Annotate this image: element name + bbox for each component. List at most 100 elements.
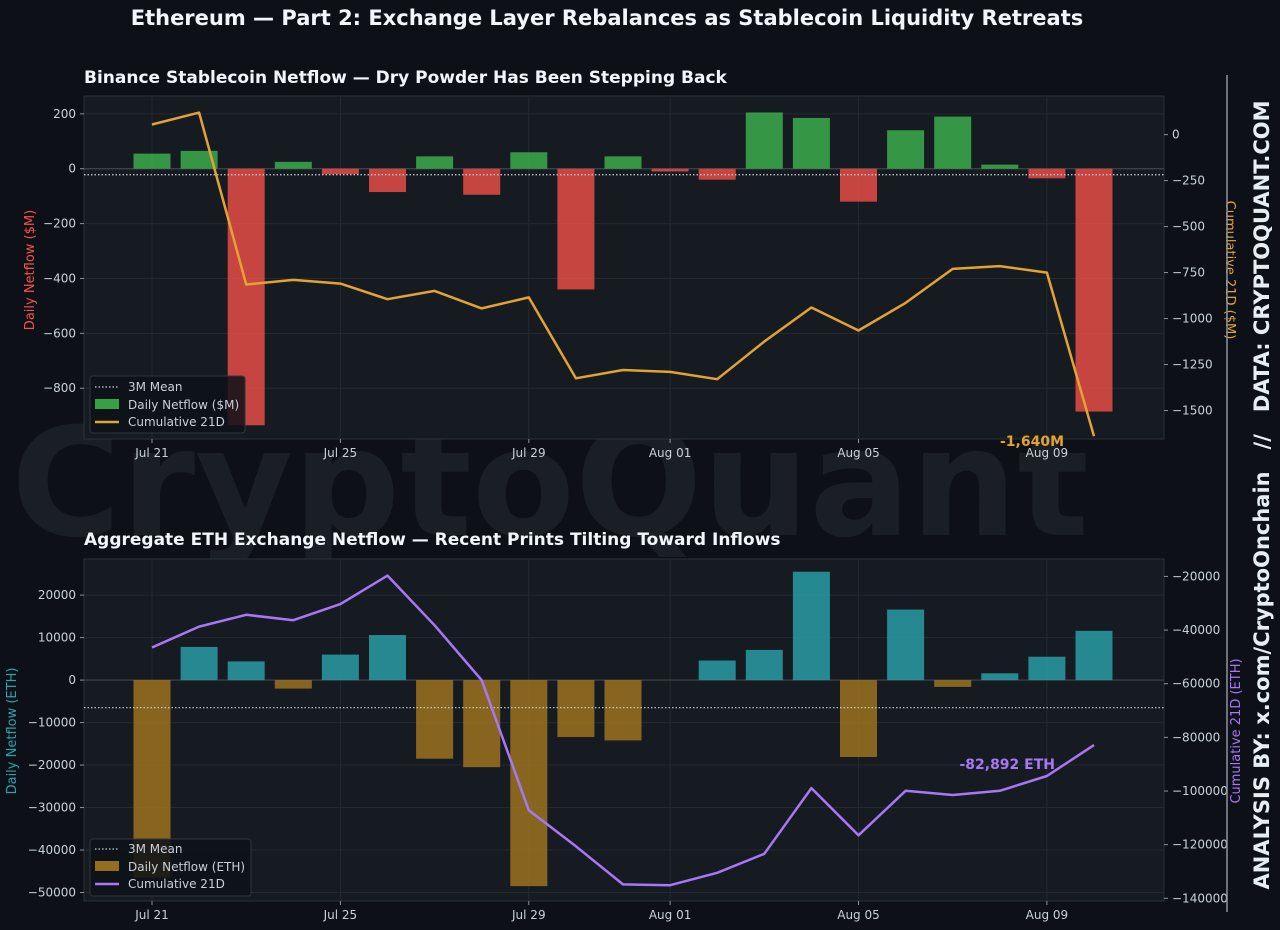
bar-aug-04: [792, 117, 830, 169]
cumulative-line-group: [151, 111, 1096, 437]
bar-aug-03: [745, 112, 783, 169]
bar-aug-08: [981, 164, 1019, 169]
y2-axis-label: Cumulative 21D (ETH): [1229, 658, 1244, 803]
legend-mean-label: 3M Mean: [128, 842, 183, 856]
y2-tick-label: −120000: [1172, 838, 1228, 852]
chart-title: Aggregate ETH Exchange Netflow — Recent …: [84, 530, 781, 550]
x-tick-label: Jul 21: [134, 908, 169, 922]
bar-jul-26: [369, 635, 406, 681]
legend-bar-label: Daily Netflow ($M): [128, 398, 239, 412]
legend: 3M Mean Daily Netflow (ETH) Cumulative 2…: [89, 838, 252, 897]
y2-tick-label: −80000: [1172, 730, 1220, 744]
bar-aug-05: [840, 168, 877, 202]
x-tick-label: Aug 01: [649, 908, 692, 922]
side-credit: ANALYSIS BY: x.com/CryptoOnchain // DATA…: [1250, 100, 1274, 889]
y-tick-label: −800: [43, 381, 76, 395]
bar-aug-02: [698, 660, 736, 681]
cumulative-line: [151, 111, 1096, 437]
x-tick-label: Jul 25: [323, 446, 358, 460]
chart-title: Binance Stablecoin Netflow — Dry Powder …: [84, 68, 728, 88]
bar-jul-29: [510, 152, 548, 169]
bar-aug-03: [745, 649, 783, 681]
legend-mean-label: 3M Mean: [128, 380, 183, 394]
bar-aug-10: [1075, 630, 1113, 681]
legend-box: [89, 838, 252, 897]
y-tick-label: −10000: [28, 716, 76, 730]
y-tick-label: −40000: [28, 843, 76, 857]
bar-jul-27: [416, 156, 454, 169]
bar-jul-25: [321, 168, 359, 175]
x-tick-label: Aug 05: [837, 446, 880, 460]
y2-tick-label: −1000: [1172, 312, 1213, 326]
bar-jul-31: [604, 156, 642, 169]
y-tick-label: 200: [53, 107, 76, 121]
annotation-final-value: -82,892 ETH: [959, 757, 1055, 773]
bar-jul-25: [321, 654, 359, 681]
y-axis-right: 0 −250 −500 −750 −1000 −1250 −1500: [1164, 128, 1213, 417]
y-tick-label: 0: [68, 673, 76, 687]
bar-aug-06: [887, 609, 925, 681]
bar-aug-01: [651, 168, 689, 172]
y-axis-left: 20000 10000 0 −10000 −20000 −30000 −40000 −5000…: [28, 588, 84, 900]
x-tick-label: Jul 21: [134, 446, 169, 460]
y-tick-label: −400: [43, 271, 76, 285]
y2-tick-label: 0: [1172, 128, 1180, 142]
bar-series: [133, 571, 1113, 887]
bar-aug-05: [840, 680, 877, 757]
bar-jul-24: [274, 161, 312, 169]
y-tick-label: −600: [43, 326, 76, 340]
bar-aug-09: [1028, 656, 1066, 681]
bar-jul-24: [274, 680, 312, 689]
annotation-final-value: -1,640M: [1000, 434, 1064, 450]
x-tick-label: Aug 09: [1026, 908, 1069, 922]
y-axis-left: 200 0 −200 −400 −600 −800: [43, 107, 84, 395]
y-tick-label: −50000: [28, 886, 76, 900]
y2-tick-label: −140000: [1172, 891, 1228, 905]
bar-jul-28: [463, 680, 501, 768]
bar-aug-07: [934, 680, 972, 687]
cumulative-line: [151, 574, 1095, 887]
bar-jul-31: [604, 680, 642, 741]
x-tick-label: Jul 25: [323, 908, 358, 922]
bar-aug-04: [792, 571, 830, 681]
y-tick-label: 0: [68, 162, 76, 176]
y2-tick-label: −250: [1172, 174, 1205, 188]
y-tick-label: 20000: [38, 588, 76, 602]
y-axis-right: −20000 −40000 −60000 −80000 −100000 −120000 −1…: [1164, 569, 1228, 905]
y-tick-label: 10000: [38, 631, 76, 645]
bar-jul-23: [227, 661, 265, 681]
bar-jul-30: [557, 680, 595, 738]
y-tick-label: −30000: [28, 801, 76, 815]
y-axis-label: Daily Netflow ($M): [23, 210, 38, 330]
figure-title: Ethereum — Part 2: Exchange Layer Rebala…: [131, 6, 1084, 30]
legend-line-label: Cumulative 21D: [128, 877, 225, 891]
chart-eth-exchange-netflow: Aggregate ETH Exchange Netflow — Recent …: [5, 530, 1244, 922]
y-tick-label: −200: [43, 217, 76, 231]
y2-tick-label: −20000: [1172, 569, 1220, 583]
y2-tick-label: −60000: [1172, 677, 1220, 691]
legend-bar-swatch: [95, 861, 119, 871]
legend-bar-swatch: [95, 399, 119, 409]
bar-aug-02: [698, 168, 736, 180]
bar-jul-22: [180, 646, 218, 681]
y-axis-label: Daily Netflow (ETH): [5, 668, 20, 795]
y2-tick-label: −500: [1172, 220, 1205, 234]
y2-tick-label: −750: [1172, 266, 1205, 280]
x-axis: Jul 21 Jul 25 Jul 29 Aug 01 Aug 05 Aug 09: [134, 439, 1068, 460]
bar-jul-26: [369, 168, 406, 193]
bar-jul-30: [557, 168, 595, 290]
y2-tick-label: −1500: [1172, 403, 1213, 417]
bar-aug-08: [981, 673, 1019, 681]
x-tick-label: Jul 29: [511, 446, 546, 460]
bar-jul-28: [463, 168, 501, 195]
y2-axis-label: Cumulative 21D ($M): [1222, 201, 1237, 340]
y2-tick-label: −100000: [1172, 784, 1228, 798]
legend-box: [89, 375, 246, 434]
bar-aug-09: [1028, 168, 1066, 179]
bar-aug-10: [1075, 168, 1113, 412]
bar-aug-07: [934, 116, 972, 169]
x-tick-label: Aug 09: [1026, 446, 1069, 460]
x-tick-label: Aug 01: [649, 446, 692, 460]
bar-jul-22: [180, 150, 218, 169]
